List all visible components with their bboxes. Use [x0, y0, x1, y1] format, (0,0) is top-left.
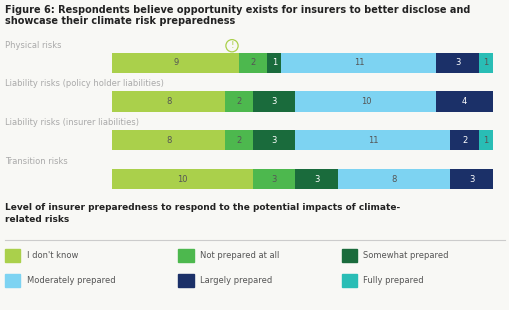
- Text: 2: 2: [236, 136, 241, 145]
- Text: Liability risks (insurer liabilities): Liability risks (insurer liabilities): [5, 118, 139, 127]
- Bar: [224, 130, 252, 150]
- Text: 2: 2: [250, 58, 256, 67]
- Text: 3: 3: [271, 136, 276, 145]
- Text: 4: 4: [461, 97, 466, 106]
- Text: Figure 6: Respondents believe opportunity exists for insurers to better disclose: Figure 6: Respondents believe opportunit…: [5, 5, 470, 15]
- Bar: [337, 169, 449, 189]
- Text: 3: 3: [468, 175, 473, 184]
- Bar: [478, 130, 492, 150]
- Bar: [112, 53, 239, 73]
- Text: 8: 8: [165, 97, 171, 106]
- Text: Largely prepared: Largely prepared: [200, 276, 272, 285]
- Bar: [436, 53, 478, 73]
- Text: 11: 11: [367, 136, 378, 145]
- Bar: [252, 91, 295, 112]
- Text: Transition risks: Transition risks: [5, 157, 68, 166]
- Text: 3: 3: [271, 97, 276, 106]
- Text: 3: 3: [454, 58, 459, 67]
- Text: 2: 2: [236, 97, 241, 106]
- Bar: [281, 53, 436, 73]
- Text: 2: 2: [461, 136, 466, 145]
- Text: 1: 1: [482, 136, 488, 145]
- Text: 1: 1: [482, 58, 488, 67]
- Text: Liability risks (policy holder liabilities): Liability risks (policy holder liabiliti…: [5, 79, 164, 88]
- Bar: [478, 53, 492, 73]
- Text: 9: 9: [173, 58, 178, 67]
- Text: Fully prepared: Fully prepared: [362, 276, 423, 285]
- Bar: [112, 91, 224, 112]
- Text: 11: 11: [353, 58, 363, 67]
- Bar: [239, 53, 267, 73]
- Text: !: !: [230, 41, 233, 50]
- Text: Physical risks: Physical risks: [5, 41, 62, 50]
- Text: 8: 8: [390, 175, 396, 184]
- Bar: [112, 130, 224, 150]
- Bar: [295, 91, 436, 112]
- Text: 10: 10: [360, 97, 371, 106]
- Text: Moderately prepared: Moderately prepared: [26, 276, 115, 285]
- Text: I don't know: I don't know: [26, 251, 78, 260]
- Bar: [252, 169, 295, 189]
- Bar: [252, 130, 295, 150]
- Text: Not prepared at all: Not prepared at all: [200, 251, 279, 260]
- Bar: [295, 169, 337, 189]
- Bar: [449, 169, 492, 189]
- Bar: [112, 169, 252, 189]
- Text: Level of insurer preparedness to respond to the potential impacts of climate-
re: Level of insurer preparedness to respond…: [5, 203, 400, 224]
- Text: 3: 3: [313, 175, 319, 184]
- Text: 8: 8: [165, 136, 171, 145]
- Text: Somewhat prepared: Somewhat prepared: [362, 251, 448, 260]
- Text: 3: 3: [271, 175, 276, 184]
- Text: showcase their climate risk preparedness: showcase their climate risk preparedness: [5, 16, 235, 26]
- Bar: [436, 91, 492, 112]
- Bar: [224, 91, 252, 112]
- Bar: [267, 53, 281, 73]
- Text: 1: 1: [271, 58, 276, 67]
- Bar: [449, 130, 478, 150]
- Text: 10: 10: [177, 175, 187, 184]
- Bar: [295, 130, 449, 150]
